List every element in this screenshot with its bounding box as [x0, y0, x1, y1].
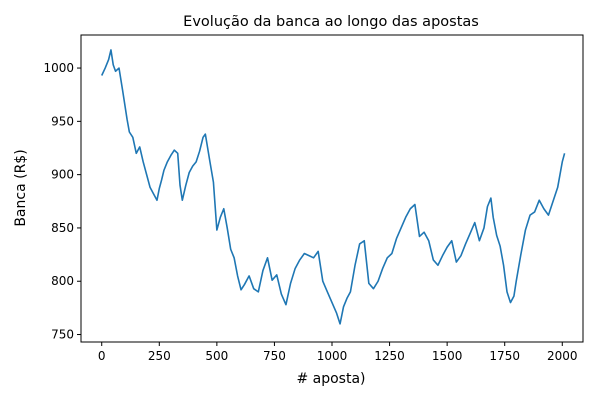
x-tick-label: 500 [205, 349, 228, 363]
x-tick-label: 1500 [432, 349, 463, 363]
y-tick-label: 800 [51, 274, 74, 288]
series-line-1 [100, 49, 566, 325]
x-tick-label: 1250 [374, 349, 405, 363]
chart-title: Evolução da banca ao longo das apostas [183, 14, 479, 30]
y-tick-label: 900 [51, 168, 74, 182]
axes-layer: 0 250 500 750 1000 1250 1500 1750 2000 750 800 850 9… [43, 61, 577, 363]
y-axis-label: Banca (R$) [13, 149, 29, 226]
x-tick-label: 1750 [489, 349, 520, 363]
y-tick-label: 1000 [43, 61, 74, 75]
plot-frame [80, 34, 584, 343]
y-tick-label: 850 [51, 221, 74, 235]
x-tick-label: 2000 [547, 349, 578, 363]
x-tick-label: 750 [263, 349, 286, 363]
x-tick-label: 1000 [317, 349, 348, 363]
plot-area [81, 35, 583, 342]
series-layer [100, 49, 566, 325]
y-tick-label: 950 [51, 114, 74, 128]
x-axis-label: # aposta) [296, 371, 365, 387]
x-tick-label: 250 [148, 349, 171, 363]
y-tick-label: 750 [51, 328, 74, 342]
x-tick-label: 0 [98, 349, 106, 363]
